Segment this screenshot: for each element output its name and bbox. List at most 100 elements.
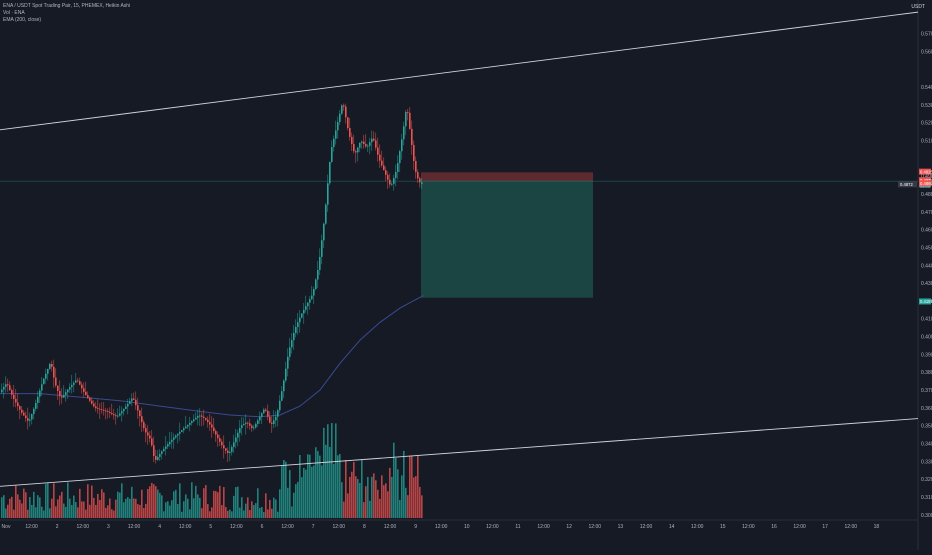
candle-body [397, 163, 399, 172]
volume-bar [421, 495, 423, 518]
candle-body [139, 410, 141, 417]
candle-body [25, 415, 27, 419]
volume-bar [399, 499, 401, 518]
volume-bar [365, 486, 367, 518]
volume-bar [23, 488, 25, 518]
volume-bar [55, 506, 57, 518]
candle-body [351, 136, 353, 145]
volume-bar [393, 442, 395, 518]
candle-body [361, 141, 363, 143]
volume-bar [337, 455, 339, 518]
candle-body [223, 445, 225, 449]
volume-bar [371, 476, 373, 518]
candle-body [195, 417, 197, 420]
volume-bar [149, 486, 151, 518]
volume-bar [105, 507, 107, 518]
volume-bar [237, 486, 239, 518]
x-tick-label: 2 [56, 524, 59, 530]
volume-bar [255, 503, 257, 518]
candle-body [161, 451, 163, 454]
candle-body [233, 442, 235, 448]
x-tick-label: 12:00 [742, 524, 755, 530]
volume-bar [233, 495, 235, 518]
candle-body [357, 147, 359, 153]
y-tick-label: 0.4300 [921, 281, 932, 287]
volume-legend[interactable]: Vol · ENA [3, 10, 25, 16]
y-tick-label: 0.4800 [921, 192, 932, 198]
volume-bar [37, 495, 39, 518]
candle-body [285, 368, 287, 381]
candle-body [179, 431, 181, 434]
candle-body [103, 409, 105, 411]
volume-bar [417, 455, 419, 518]
candle-body [381, 160, 383, 166]
y-tick-label: 0.3700 [921, 388, 932, 394]
candle-body [373, 138, 375, 141]
volume-bar [317, 451, 319, 518]
candle-body [407, 111, 409, 113]
volume-bar [21, 503, 23, 518]
currency-unit[interactable]: USDT [911, 4, 925, 10]
symbol-line[interactable]: ENA / USDT Spot Trading Pair, 15, PHEMEX… [3, 3, 131, 9]
volume-bar [107, 505, 109, 518]
candle-body [61, 396, 63, 398]
candle-body [265, 409, 267, 411]
candle-body [29, 419, 31, 421]
candle-body [85, 391, 87, 396]
y-tick-label: 0.3500 [921, 424, 932, 430]
y-tick-label: 0.5100 [921, 138, 932, 144]
candle-body [367, 145, 369, 147]
volume-bar [179, 483, 181, 518]
candle-body [57, 385, 59, 391]
candle-body [63, 394, 65, 398]
candle-body [1, 389, 3, 393]
candle-body [261, 413, 263, 417]
volume-bar [169, 505, 171, 518]
candle-body [11, 390, 13, 395]
y-tick-label: 0.3400 [921, 442, 932, 448]
y-tick-label: 0.3900 [921, 352, 932, 358]
x-tick-label: 12:00 [384, 524, 397, 530]
volume-bar [381, 475, 383, 518]
chart-legend: ENA / USDT Spot Trading Pair, 15, PHEMEX… [3, 3, 130, 24]
volume-bar [241, 497, 243, 518]
y-tick-label: 0.5400 [921, 85, 932, 91]
candle-body [281, 391, 283, 401]
candle-body [21, 409, 23, 413]
x-tick-label: 12:00 [486, 524, 499, 530]
volume-bar [353, 461, 355, 518]
volume-bar [131, 486, 133, 518]
y-tick-label: 0.3100 [921, 495, 932, 501]
candle-body [157, 456, 159, 460]
volume-bar [199, 497, 201, 518]
volume-bar [275, 499, 277, 518]
volume-bar [141, 489, 143, 518]
candle-body [383, 165, 385, 171]
volume-bar [219, 485, 221, 518]
candle-body [379, 154, 381, 161]
candle-body [141, 416, 143, 423]
candle-body [185, 426, 187, 429]
candle-body [99, 408, 101, 410]
volume-bar [95, 504, 97, 518]
candle-body [67, 389, 69, 393]
volume-bar [413, 477, 415, 518]
volume-bar [313, 465, 315, 518]
volume-bar [229, 509, 231, 518]
volume-bar [133, 498, 135, 518]
ema-legend[interactable]: EMA (200, close) [3, 17, 42, 23]
candle-body [273, 420, 275, 424]
candle-body [399, 151, 401, 164]
candle-body [199, 415, 201, 417]
candle-body [77, 380, 79, 382]
candle-body [155, 455, 157, 460]
volume-bar [167, 501, 169, 518]
volume-bar [281, 465, 283, 518]
volume-bar [333, 463, 335, 518]
volume-bar [193, 498, 195, 518]
volume-bar [45, 483, 47, 518]
candle-body [207, 419, 209, 423]
y-tick-label: 0.4500 [921, 245, 932, 251]
